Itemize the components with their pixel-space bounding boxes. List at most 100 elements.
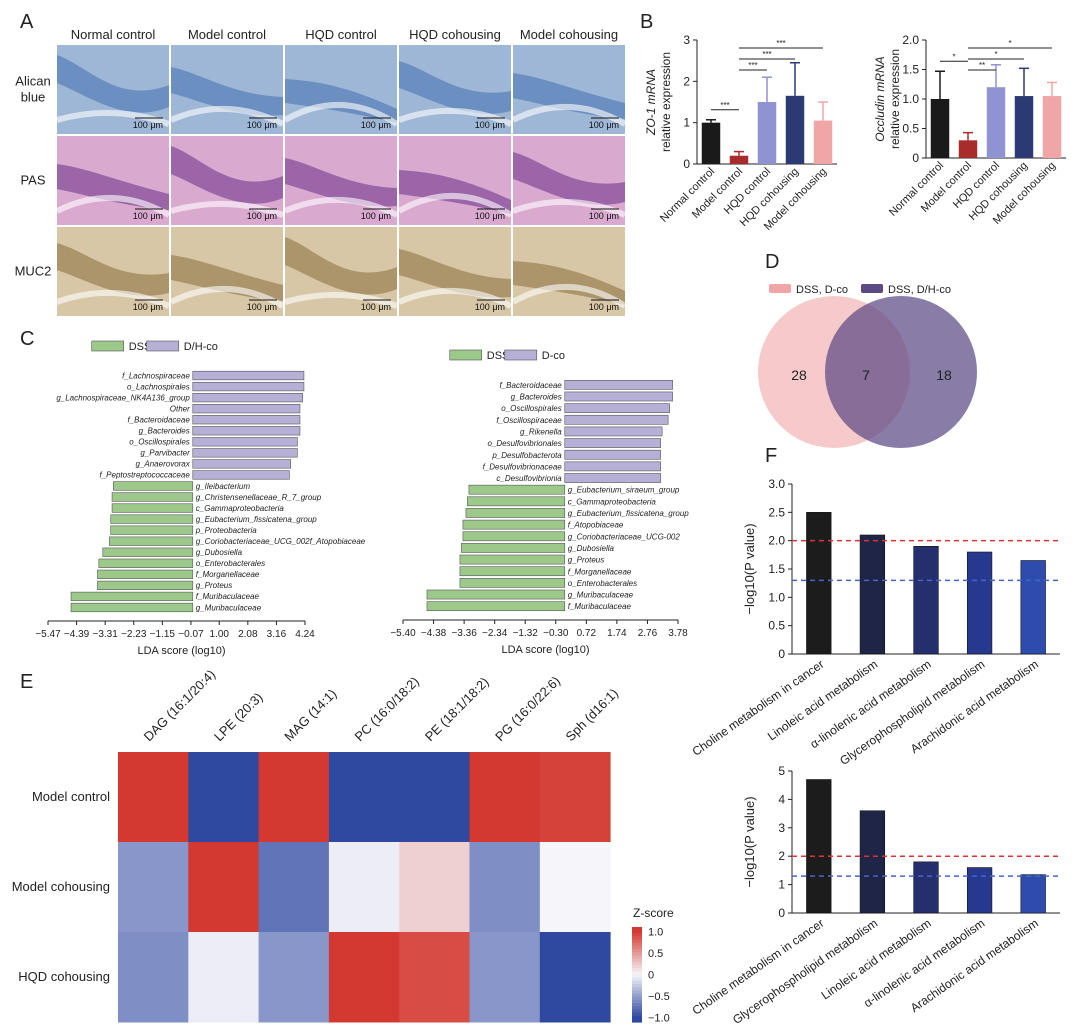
heatmap-column-label: MAG (14:1) bbox=[281, 686, 339, 744]
heatmap-row-label: HQD cohousing bbox=[18, 969, 110, 984]
lda-taxon-label: g_Proteus bbox=[568, 556, 604, 565]
lda-bar bbox=[564, 438, 661, 448]
lda-taxon-label: f_Peptostreptococcaceae bbox=[99, 471, 190, 480]
significance-label: *** bbox=[776, 39, 785, 48]
legend-gradient-step bbox=[632, 961, 642, 966]
lda-bar bbox=[97, 580, 194, 590]
scale-bar-label: 100 μm bbox=[247, 302, 277, 312]
legend-gradient-step bbox=[632, 971, 642, 976]
venn-count-overlap: 7 bbox=[862, 367, 870, 383]
y-tick-label: 1.0 bbox=[768, 590, 785, 604]
lda-taxon-label: g_Anaerovorax bbox=[136, 460, 191, 469]
tissue-band bbox=[171, 255, 283, 301]
scale-bar-label: 100 μm bbox=[589, 120, 619, 130]
legend-gradient-step bbox=[632, 965, 642, 969]
lda-bar bbox=[192, 470, 290, 480]
lda-taxon-label: f_Desulfovibrionaceae bbox=[483, 462, 563, 471]
lda-taxon-label: o_Enterobacterales bbox=[568, 579, 637, 588]
heatmap-column-label: PC (16:0/18:2) bbox=[352, 674, 422, 744]
scale-bar-label: 100 μm bbox=[361, 120, 391, 130]
heatmap-cell bbox=[399, 842, 470, 933]
heatmap-column-label: Sph (d16:1) bbox=[562, 685, 621, 744]
lda-taxon-label: g_Dubosiella bbox=[568, 544, 615, 553]
heatmap-cell bbox=[539, 932, 611, 1023]
lda-taxon-label: g_Eubacterium_fissicatena_group bbox=[568, 509, 690, 518]
y-tick-label: 0 bbox=[778, 647, 785, 661]
tissue-lumen bbox=[169, 105, 285, 127]
bar bbox=[806, 512, 832, 655]
lda-taxon-label: f_Oscillospiraceae bbox=[496, 416, 562, 425]
lda-bar bbox=[564, 426, 663, 437]
lda-bar bbox=[102, 547, 194, 557]
lda-taxon-label: g_Proteus bbox=[196, 581, 232, 590]
venn-count-a: 28 bbox=[791, 367, 807, 383]
bar bbox=[913, 861, 939, 914]
scale-bar-label: 100 μm bbox=[133, 302, 163, 312]
lda-taxon-label: f_Lachnospiraceae bbox=[122, 371, 190, 380]
y-tick-label: 3 bbox=[683, 33, 690, 47]
legend-swatch bbox=[769, 284, 791, 293]
bar bbox=[806, 779, 832, 914]
heatmap-cell bbox=[188, 842, 260, 933]
legend-label: DSS, D-co bbox=[796, 284, 848, 296]
significance-label: *** bbox=[748, 61, 757, 70]
y-tick-label: 3 bbox=[778, 821, 785, 835]
lda-taxon-label: f_Muribaculaceae bbox=[568, 602, 632, 611]
bar bbox=[986, 87, 1006, 158]
tissue-band bbox=[285, 237, 397, 295]
lda-taxon-label: o_Desulfovibrionales bbox=[487, 439, 561, 448]
x-tick-label: −0.07 bbox=[178, 629, 204, 640]
lda-bar bbox=[462, 519, 566, 530]
lda-taxon-label: c_Gammaproteobacteria bbox=[568, 497, 657, 506]
heatmap-cell bbox=[258, 932, 330, 1023]
lda-bar bbox=[426, 589, 566, 600]
tissue-band bbox=[513, 73, 625, 119]
tissue-lumen bbox=[511, 284, 627, 309]
bar bbox=[813, 120, 833, 164]
legend-tick-label: 0.5 bbox=[648, 948, 663, 960]
lipid-heatmap: Model control Model cohousing HQD cohousin… bbox=[12, 667, 674, 1025]
heatmap-cell bbox=[539, 842, 611, 933]
legend-gradient-step bbox=[632, 980, 642, 985]
y-tick-label: 1.5 bbox=[902, 63, 919, 77]
venn-count-b: 18 bbox=[936, 367, 952, 383]
scale-bar-label: 100 μm bbox=[361, 302, 391, 312]
tissue-band bbox=[513, 152, 625, 205]
y-tick-label: 0 bbox=[683, 157, 690, 171]
legend-tick-label: −1.0 bbox=[648, 1013, 670, 1025]
lda-taxon-label: g_Bacteroides bbox=[511, 393, 562, 402]
x-tick-label: 2.08 bbox=[238, 629, 258, 640]
lda-taxon-label: g_Lachnospiraceae_NK4A136_group bbox=[56, 393, 190, 402]
legend-gradient-step bbox=[632, 1006, 642, 1010]
lda-bar bbox=[467, 496, 566, 507]
y-tick-label: 2 bbox=[683, 74, 690, 88]
significance-label: * bbox=[1008, 39, 1011, 48]
y-tick-label: 1.0 bbox=[902, 92, 919, 106]
x-tick-label: 1.00 bbox=[210, 629, 230, 640]
legend-swatch bbox=[504, 349, 538, 361]
x-tick-label: −3.36 bbox=[451, 628, 477, 639]
significance-label: *** bbox=[720, 101, 729, 110]
heatmap-cell bbox=[469, 752, 541, 843]
y-axis-label: Occludin mRNA bbox=[873, 56, 887, 141]
legend-gradient-step bbox=[632, 939, 642, 944]
y-tick-label: 1.5 bbox=[768, 562, 785, 576]
heatmap-cell bbox=[258, 752, 330, 843]
lda-bar bbox=[113, 481, 194, 491]
tissue-lumen bbox=[397, 107, 513, 127]
lda-bar bbox=[192, 381, 305, 392]
scale-bar-label: 100 μm bbox=[589, 302, 619, 312]
x-tick-label: 3.78 bbox=[668, 628, 688, 639]
significance-label: ** bbox=[979, 61, 985, 70]
tissue-lumen bbox=[283, 196, 399, 218]
lda-taxon-label: g_Eubacterium_fissicatena_group bbox=[196, 515, 318, 524]
lda-taxon-label: g_Muribaculaceae bbox=[568, 591, 634, 600]
bar bbox=[1020, 560, 1046, 655]
tissue-lumen bbox=[397, 193, 513, 218]
bar bbox=[859, 810, 886, 914]
x-axis-label: LDA score (log10) bbox=[137, 645, 225, 657]
legend-gradient-step bbox=[632, 933, 642, 938]
lda-bar bbox=[192, 437, 298, 447]
legend-gradient-step bbox=[632, 1003, 642, 1007]
